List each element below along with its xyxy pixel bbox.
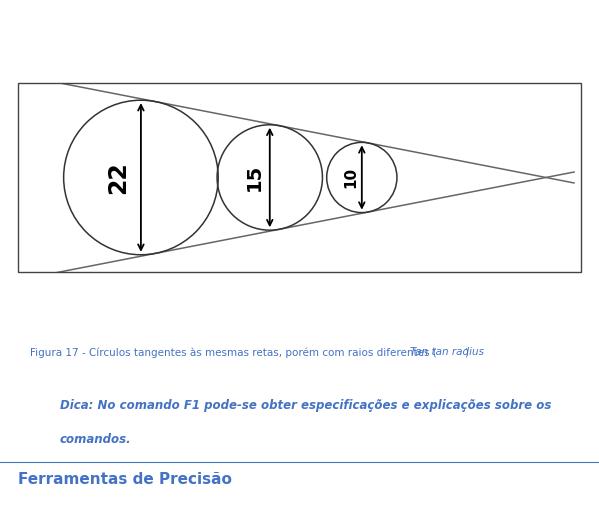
Bar xyxy=(18,82,581,272)
Text: Ferramentas de Precisão: Ferramentas de Precisão xyxy=(18,472,232,488)
Text: comandos.: comandos. xyxy=(60,433,132,446)
Text: ): ) xyxy=(464,347,468,357)
Text: 22: 22 xyxy=(106,161,130,194)
Text: Dica: No comando F1 pode-se obter especificações e explicações sobre os: Dica: No comando F1 pode-se obter especi… xyxy=(60,399,551,412)
Text: Figura 17 - Círculos tangentes às mesmas retas, porém com raios diferentes (: Figura 17 - Círculos tangentes às mesmas… xyxy=(30,347,437,358)
Text: Tan tan radius: Tan tan radius xyxy=(410,347,485,357)
Text: 10: 10 xyxy=(344,167,359,188)
Text: 15: 15 xyxy=(244,164,264,191)
